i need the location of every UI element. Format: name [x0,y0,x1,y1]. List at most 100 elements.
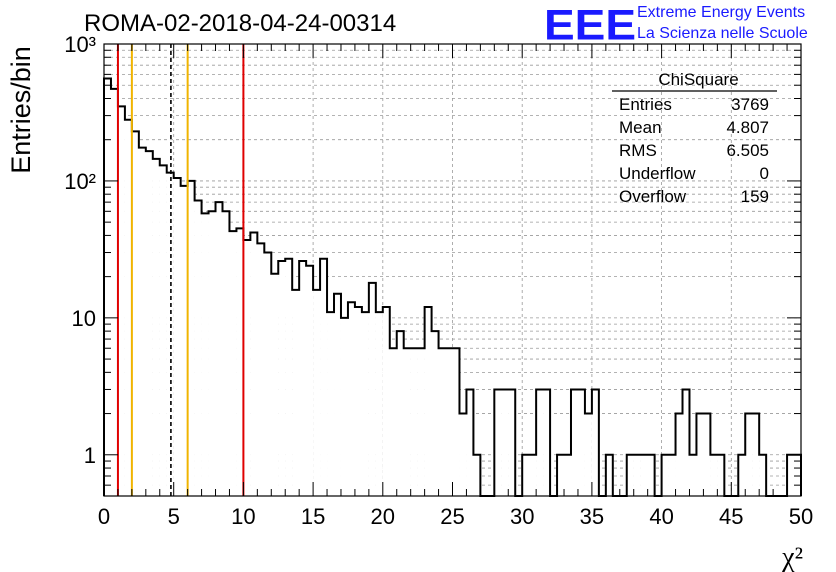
histogram-bin [626,454,634,496]
x-tick-label: 40 [649,504,673,529]
histogram-bin [717,454,725,496]
stats-title: ChiSquare [658,70,738,89]
histogram-bin [543,389,551,496]
histogram-bin [696,413,704,496]
histogram-bin [738,454,746,496]
histogram-bin [271,273,279,496]
histogram-outline [103,77,802,497]
stats-value: 159 [741,187,769,206]
logo-line-1: Extreme Energy Events [637,4,806,21]
histogram-bin [417,348,425,496]
histogram-bin [215,202,223,496]
x-tick-label: 10 [231,504,255,529]
axes: 0 5 10 15 20 25 30 35 40 45 50 1 10 10² 10³ [64,32,813,529]
stats-value: 0 [760,164,769,183]
histogram-bin [347,302,355,496]
x-axis-label: χ² [781,542,803,572]
histogram-bin [794,454,801,496]
stats-label: Underflow [619,164,696,183]
histogram-bin [138,147,146,496]
histogram-bin [745,413,753,496]
histogram-bin [173,178,181,496]
histogram-bin [787,454,795,496]
histogram-bin [403,348,411,496]
histogram-bin [243,240,251,496]
histogram-bin [389,348,397,496]
x-tick-label: 45 [719,504,743,529]
histogram-bin [536,389,544,496]
y-tick-label: 1 [84,443,96,468]
x-tick-label: 15 [301,504,325,529]
histogram-bin [208,211,216,497]
histogram-bin [194,200,202,497]
histogram-bin [668,454,676,496]
histogram-bin [229,231,237,497]
histogram-bin [438,348,446,496]
histogram-bin [361,312,369,496]
histogram-bin [382,307,390,496]
y-tick-label: 10³ [64,32,96,57]
histogram-bin [375,312,383,496]
histogram-bin [292,289,300,496]
histogram-bin [124,119,132,496]
x-tick-label: 20 [371,504,395,529]
histogram-bin [117,106,125,496]
histogram-bin [354,307,362,496]
x-tick-label: 35 [580,504,604,529]
histogram-bin [431,331,439,496]
reference-lines [116,44,245,496]
stats-value: 3769 [731,95,769,114]
histogram-bin [180,185,188,496]
histogram-bin [466,389,474,496]
y-axis-label: Entries/bin [6,46,36,174]
histogram-bin [152,158,160,496]
histogram-series [103,77,802,497]
stats-value: 6.505 [726,141,769,160]
histogram-bin [494,389,502,496]
histogram-bin [340,317,348,496]
logo-line-2: La Scienza nelle Scuole [637,25,808,42]
y-tick-label: 10² [64,169,96,194]
histogram-bin [334,293,341,496]
histogram-bin [675,413,683,496]
x-tick-label: 5 [168,504,180,529]
histogram-bin [557,454,565,496]
histogram-bin [104,78,111,496]
histogram-bin [633,454,641,496]
histogram-bin [445,348,453,496]
histogram-bin [257,243,265,496]
stats-label: Overflow [619,187,687,206]
chart-title: ROMA-02-2018-04-24-00314 [84,10,397,37]
histogram-bin [752,413,760,496]
histogram-bin [327,312,335,496]
histogram-bin [368,282,376,496]
histogram-bin [682,389,690,496]
stats-box: ChiSquare Entries 3769 Mean 4.807 RMS 6.505 Und… [612,70,777,206]
histogram-bin [564,454,571,496]
histogram-bin [264,252,272,496]
stats-label: Mean [619,118,662,137]
histogram-bin [396,331,404,496]
histogram-bin [640,454,648,496]
stats-label: RMS [619,141,657,160]
stats-label: Entries [619,95,672,114]
histogram-bin [689,454,697,496]
x-tick-label: 0 [98,504,110,529]
histogram-bin [131,131,139,496]
histogram-bin [605,454,613,496]
histogram-bin [459,413,467,496]
y-tick-label: 10 [72,306,96,331]
histogram-bin [250,232,258,496]
histogram-bin [591,389,599,496]
histogram-bin [522,454,530,496]
x-tick-label: 30 [510,504,534,529]
stats-value: 4.807 [726,118,769,137]
histogram-bin [710,454,718,496]
histogram-bin [236,228,244,497]
histogram-bin [584,413,592,496]
histogram-bin [570,389,578,496]
histogram-bin [222,211,230,497]
histogram-bin [410,348,418,496]
histogram-bin [278,261,286,496]
